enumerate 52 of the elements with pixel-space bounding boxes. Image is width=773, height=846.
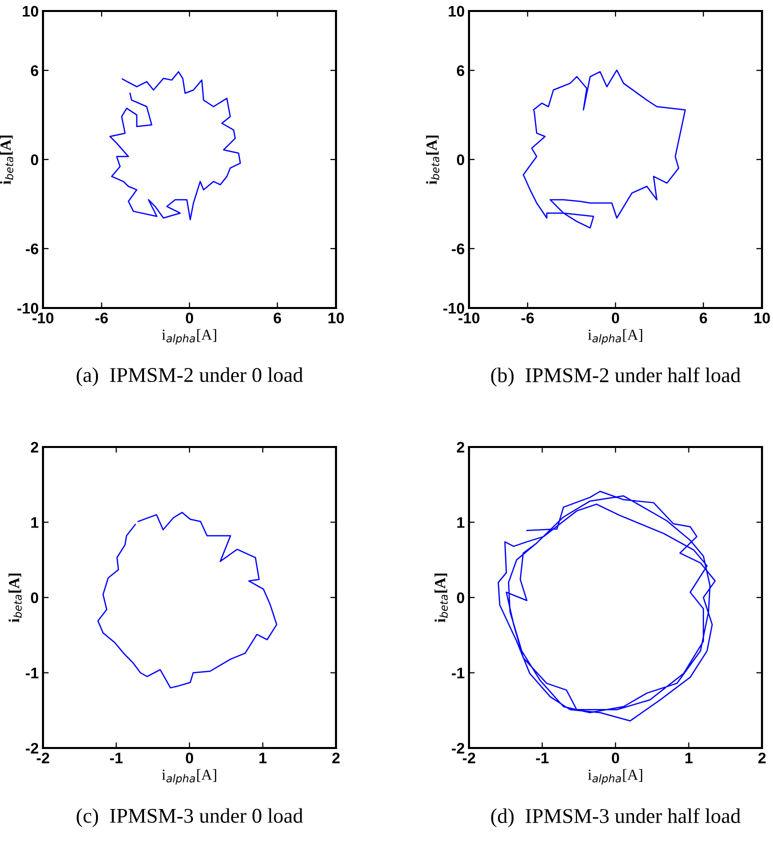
x-tick-label: 10 xyxy=(328,312,344,324)
y-tick-label: -10 xyxy=(443,302,464,314)
y-tick-label: -2 xyxy=(452,742,464,754)
y-tick-label: -6 xyxy=(26,243,38,254)
x-tick-label: 6 xyxy=(700,312,708,324)
y-axis-title: i$_{beta}$[A] xyxy=(426,136,440,184)
y-tick-label: 0 xyxy=(30,592,38,604)
text: (c) IPMSM-3 under 0 load xyxy=(76,808,303,828)
line-series xyxy=(109,71,241,220)
line-series xyxy=(498,490,716,722)
x-tick-label: 0 xyxy=(186,752,194,764)
x-tick-label: 2 xyxy=(758,752,766,764)
y-axis-title: i$_{beta}$[A] xyxy=(8,574,22,622)
x-tick-label: -1 xyxy=(110,752,123,764)
x-tick-label: 0 xyxy=(612,752,620,764)
x-tick-label: 1 xyxy=(259,752,267,764)
x-axis-title: i$_{alpha}$[A] xyxy=(588,329,642,345)
x-axis-title: i$_{alpha}$[A] xyxy=(162,769,216,785)
x-axis-title: i$_{alpha}$[A] xyxy=(588,769,642,785)
x-tick-label: -6 xyxy=(521,312,534,324)
x-tick-label: 6 xyxy=(274,312,282,324)
text: (b) IPMSM-2 under half load xyxy=(491,367,741,387)
y-tick-label: -1 xyxy=(452,668,464,678)
x-tick-label: 2 xyxy=(332,752,340,764)
y-tick-label: 6 xyxy=(30,65,38,76)
y-tick-label: 2 xyxy=(30,442,38,453)
y-tick-label: 1 xyxy=(457,517,464,528)
y-tick-label: 6 xyxy=(456,65,464,76)
y-tick-label: 0 xyxy=(30,154,38,166)
x-tick-label: 0 xyxy=(612,312,620,324)
x-tick-label: -6 xyxy=(95,312,108,324)
y-tick-label: -6 xyxy=(452,243,464,254)
x-tick-label: 10 xyxy=(754,312,770,324)
x-tick-label: 1 xyxy=(685,752,693,764)
x-axis-title: i$_{alpha}$[A] xyxy=(162,329,216,345)
y-tick-label: 0 xyxy=(456,592,464,604)
text: (d) IPMSM-3 under half load xyxy=(491,808,741,828)
y-tick-label: -10 xyxy=(17,302,38,314)
line-series xyxy=(522,69,686,229)
x-tick-label: -1 xyxy=(536,752,549,764)
text: (a) IPMSM-2 under 0 load xyxy=(76,367,303,386)
y-tick-label: 2 xyxy=(456,442,464,453)
y-tick-label: 0 xyxy=(456,154,464,166)
y-tick-label: 10 xyxy=(448,6,464,17)
line-series xyxy=(97,512,278,688)
y-tick-label: -2 xyxy=(26,742,38,754)
y-axis-title: i$_{beta}$[A] xyxy=(434,574,448,622)
y-tick-label: -1 xyxy=(26,668,38,678)
x-tick-label: 0 xyxy=(186,312,194,324)
y-tick-label: 10 xyxy=(22,6,38,17)
y-tick-label: 1 xyxy=(31,517,38,528)
y-axis-title: i$_{beta}$[A] xyxy=(0,136,14,184)
